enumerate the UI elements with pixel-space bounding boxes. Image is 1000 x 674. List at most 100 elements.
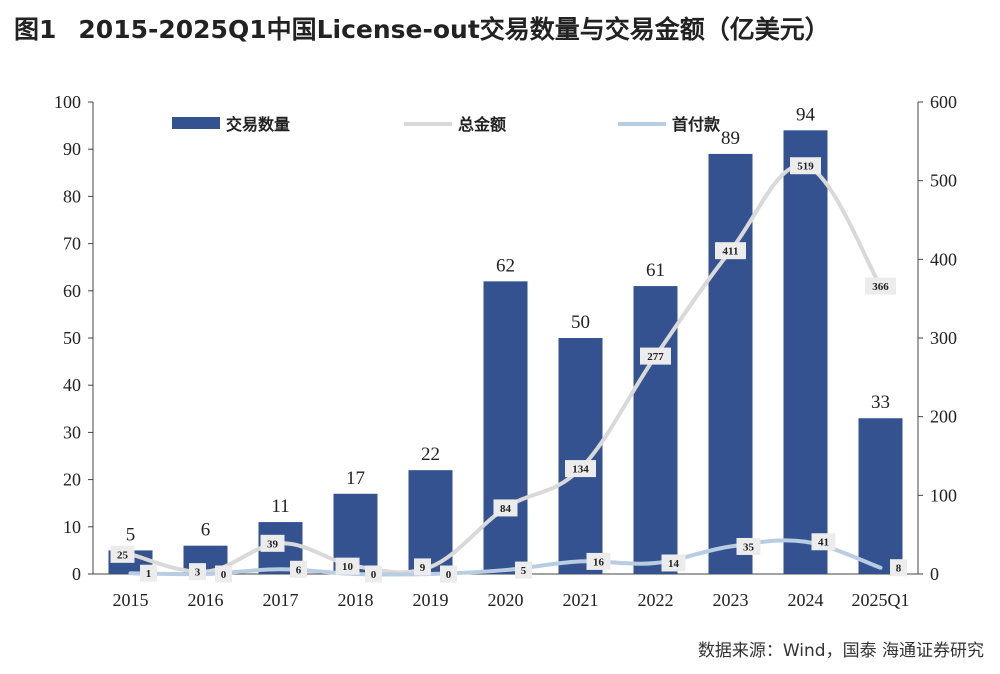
x-tick-label: 2024	[788, 590, 824, 610]
point-label-box	[790, 157, 821, 175]
point-value-label: 9	[420, 562, 426, 574]
total-amount-point: 84	[493, 499, 518, 517]
total-amount-point: 25	[110, 545, 135, 563]
right-tick-label: 500	[930, 171, 957, 191]
bar-value-label: 17	[346, 468, 365, 489]
point-value-label: 10	[342, 561, 354, 573]
left-tick-label: 60	[63, 281, 81, 301]
point-label-box	[715, 242, 746, 260]
right-tick-label: 0	[930, 564, 939, 584]
total-amount-point: 519	[790, 157, 821, 175]
left-tick-label: 30	[63, 422, 81, 442]
point-label-box	[110, 545, 135, 563]
total-amount-point: 411	[715, 242, 746, 260]
bar-value-label: 62	[496, 255, 515, 276]
legend-total-amount: 总金额	[404, 115, 506, 134]
point-value-label: 277	[647, 351, 664, 363]
legend-upfront-payment: 首付款	[618, 115, 721, 134]
bar-value-label: 6	[201, 520, 211, 541]
point-value-label: 6	[296, 564, 302, 576]
point-label-box	[365, 565, 382, 583]
point-value-label: 366	[872, 281, 889, 293]
total-amount-point: 3	[189, 563, 206, 581]
legend: 交易数量 总金额 首付款	[172, 115, 721, 134]
point-value-label: 519	[797, 161, 814, 173]
bar-value-label: 61	[646, 260, 665, 281]
left-tick-label: 10	[63, 517, 81, 537]
upfront-payment-point: 0	[365, 565, 382, 583]
point-value-label: 8	[896, 563, 902, 575]
x-tick-label: 2015	[113, 590, 149, 610]
point-label-box	[661, 554, 686, 572]
point-label-box	[515, 561, 532, 579]
upfront-payment-point: 0	[440, 565, 457, 583]
x-tick-label: 2021	[563, 590, 599, 610]
bar-value-label: 50	[571, 312, 590, 333]
chart-title: 图1 2015-2025Q1中国License-out交易数量与交易金额（亿美元）	[14, 10, 830, 46]
point-label-box	[736, 537, 761, 555]
right-tick-label: 400	[930, 249, 957, 269]
total-amount-point: 366	[865, 277, 896, 295]
left-tick-label: 70	[63, 234, 81, 254]
point-label-box	[640, 347, 671, 365]
bar-value-label: 89	[721, 128, 740, 149]
upfront-payment-point: 14	[661, 554, 686, 572]
point-label-box	[290, 560, 307, 578]
bar-value-label: 5	[126, 524, 136, 545]
point-label-box	[440, 565, 457, 583]
point-value-label: 41	[818, 537, 829, 549]
upfront-payment-point: 16	[586, 552, 611, 570]
upfront-payment-point: 41	[811, 533, 836, 551]
point-value-label: 0	[446, 569, 452, 581]
right-tick-label: 600	[930, 92, 957, 112]
point-value-label: 39	[267, 538, 279, 550]
x-tick-label: 2016	[188, 590, 224, 610]
point-value-label: 0	[371, 569, 377, 581]
point-value-label: 25	[117, 549, 129, 561]
legend-bar-count: 交易数量	[172, 115, 290, 134]
upfront-payment-point: 1	[140, 564, 157, 582]
point-label-box	[565, 460, 596, 478]
point-value-label: 84	[500, 503, 512, 515]
upfront-payment-point: 5	[515, 561, 532, 579]
point-label-box	[493, 499, 518, 517]
legend-label: 总金额	[458, 115, 506, 134]
point-label-box	[586, 552, 611, 570]
total-amount-point: 39	[260, 534, 285, 552]
point-label-box	[260, 534, 285, 552]
bar	[483, 281, 528, 574]
point-label-box	[189, 563, 206, 581]
upfront-payment-point: 35	[736, 537, 761, 555]
bar	[633, 286, 678, 574]
point-value-label: 0	[221, 569, 227, 581]
axes: 0102030405060708090100010020030040050060…	[54, 92, 957, 610]
bar-value-label: 11	[271, 496, 289, 517]
total-amount-point: 9	[414, 558, 431, 576]
total-amount-point: 277	[640, 347, 671, 365]
left-tick-label: 40	[63, 375, 81, 395]
bar-value-label: 22	[421, 444, 440, 465]
bars	[108, 130, 903, 575]
x-tick-label: 2018	[338, 590, 374, 610]
bar-value-label: 33	[871, 392, 890, 413]
x-tick-label: 2023	[713, 590, 749, 610]
point-label-box	[215, 565, 232, 583]
point-label-box	[890, 559, 907, 577]
left-tick-label: 80	[63, 186, 81, 206]
right-tick-label: 100	[930, 485, 957, 505]
left-tick-label: 50	[63, 328, 81, 348]
point-value-label: 3	[195, 567, 201, 579]
point-value-label: 134	[572, 464, 589, 476]
upfront-payment-point: 8	[890, 559, 907, 577]
bar	[558, 338, 603, 574]
point-value-label: 35	[743, 541, 755, 553]
bar	[783, 130, 828, 574]
point-label-box	[335, 557, 360, 575]
point-value-label: 14	[668, 558, 680, 570]
x-tick-label: 2017	[263, 590, 299, 610]
bar	[858, 418, 903, 574]
point-label-box	[414, 558, 431, 576]
chart-title-text: 2015-2025Q1中国License-out交易数量与交易金额（亿美元）	[78, 15, 830, 44]
source-note: 数据来源：Wind，国泰 海通证券研究	[697, 641, 984, 661]
